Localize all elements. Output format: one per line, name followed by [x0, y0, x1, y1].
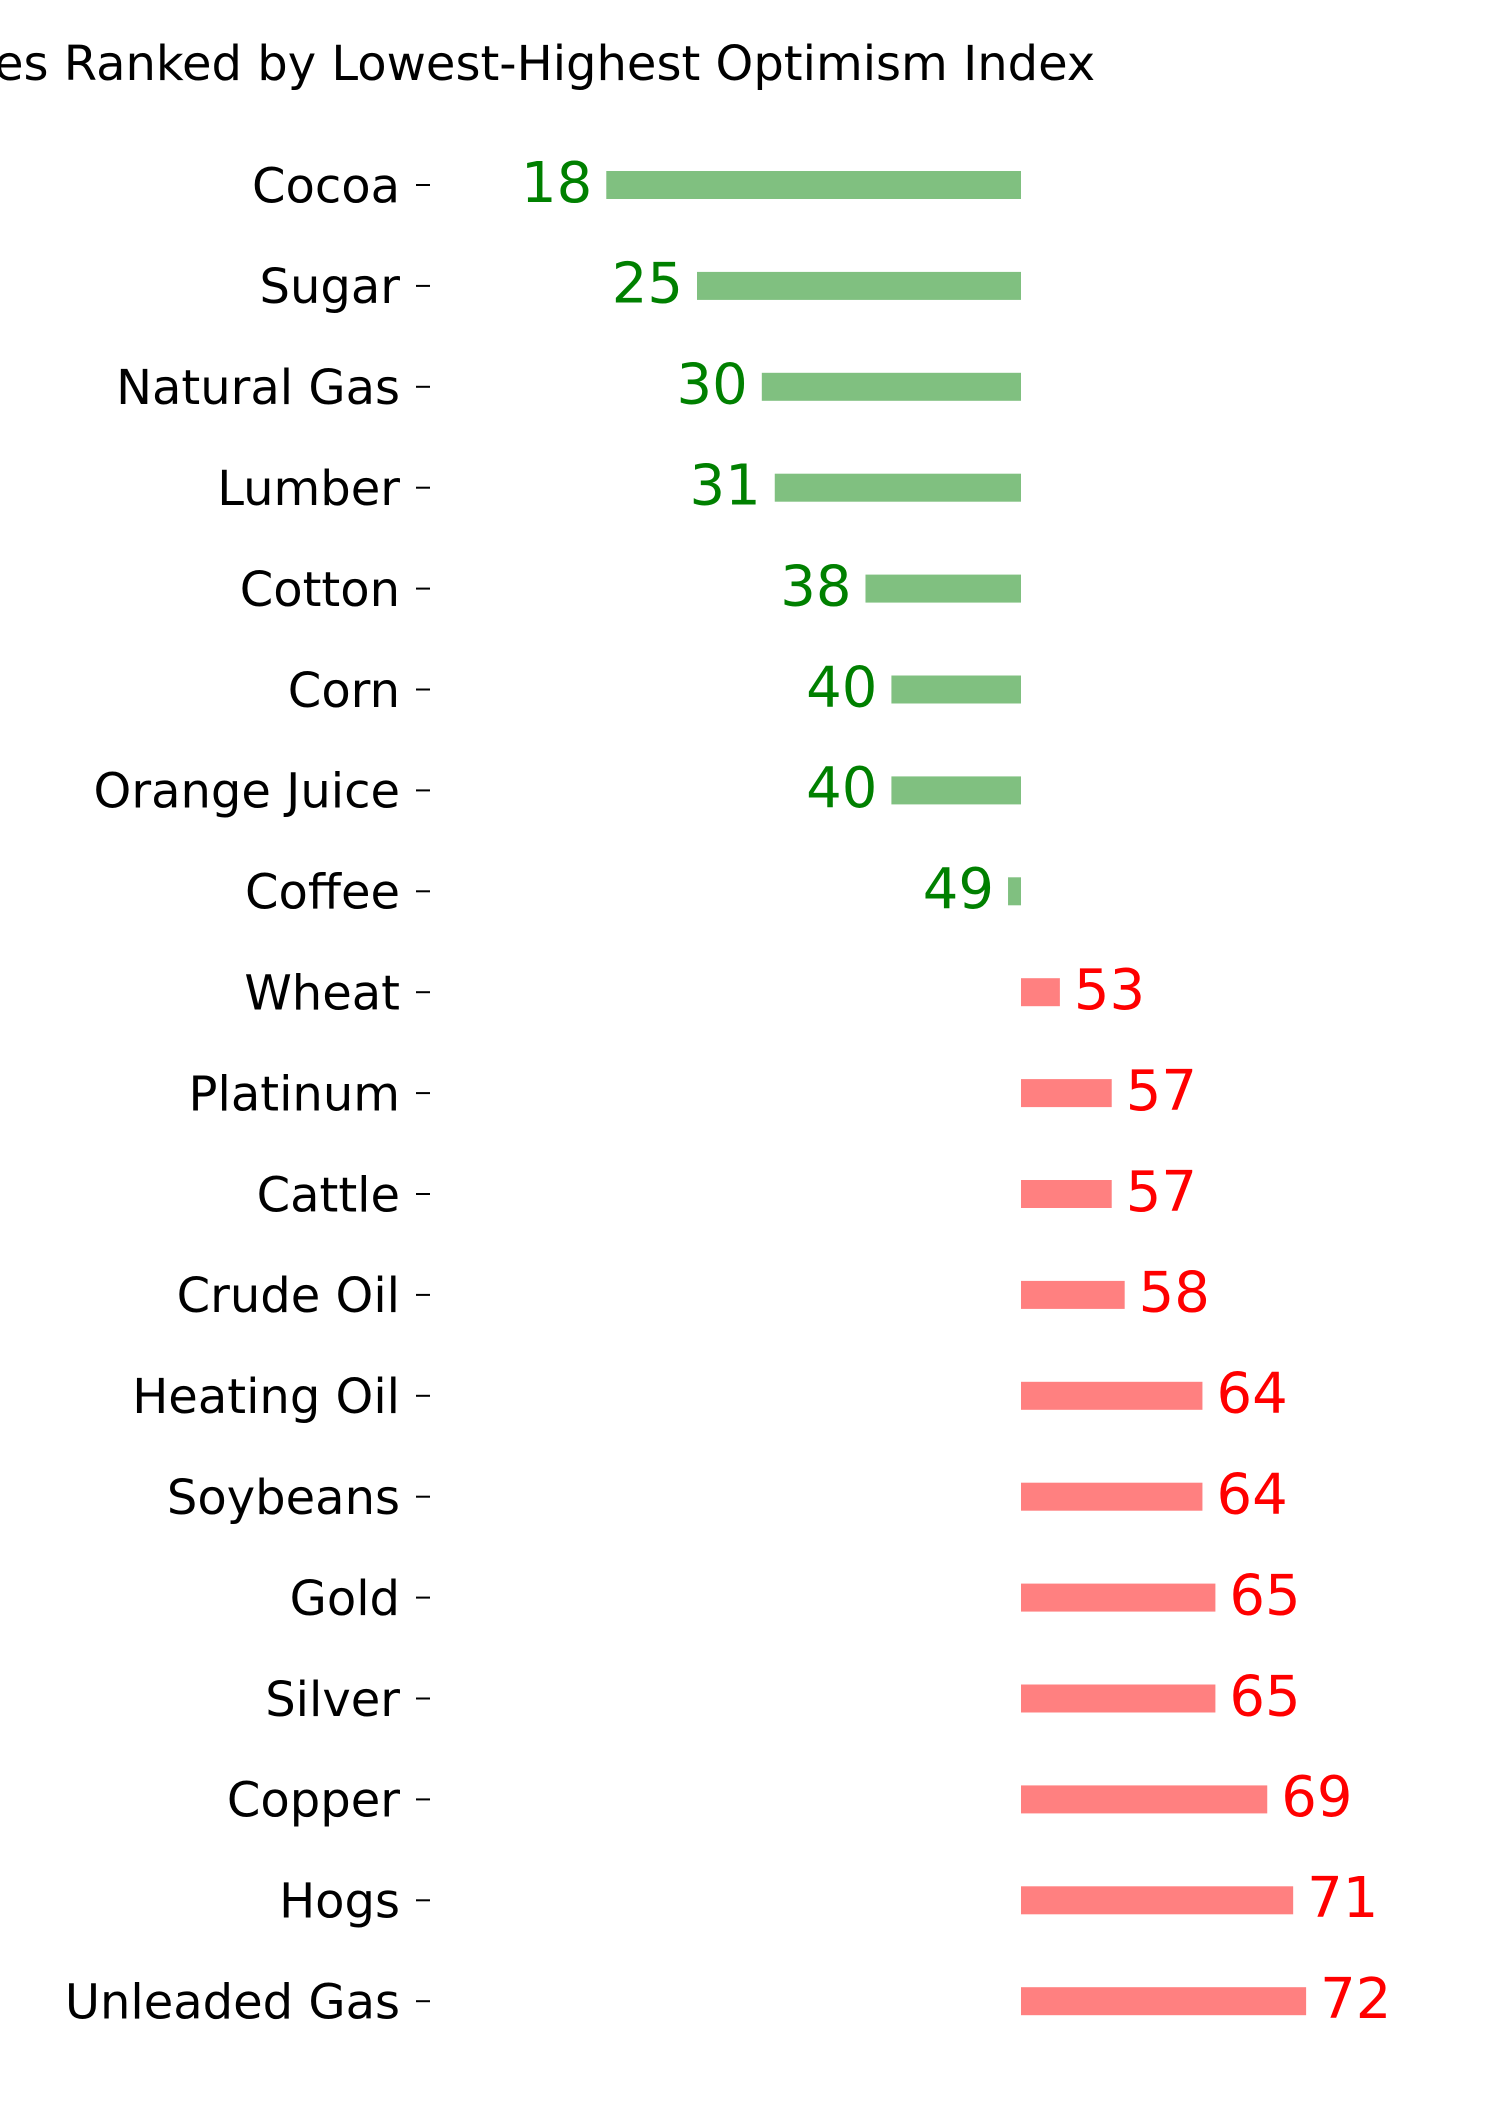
- category-axis: Cocoa Sugar Natural Gas Lumber Cotton Corn Ora…: [65, 158, 430, 2030]
- bar-silver: [1021, 1684, 1216, 1713]
- value-label-unleaded-gas: 72: [1320, 1967, 1391, 2032]
- category-label-orange-juice: Orange Juice: [94, 764, 400, 820]
- value-label-corn: 40: [806, 655, 877, 720]
- bar-wheat: [1021, 978, 1060, 1007]
- bar-orange-juice: [891, 776, 1021, 805]
- category-label-sugar: Sugar: [259, 259, 400, 315]
- category-label-coffee: Coffee: [245, 865, 400, 921]
- bar-lumber: [774, 473, 1021, 502]
- bar-copper: [1021, 1785, 1268, 1814]
- bar-unleaded-gas: [1021, 1987, 1307, 2016]
- category-label-hogs: Hogs: [279, 1874, 400, 1930]
- value-label-coffee: 49: [923, 857, 994, 922]
- value-label-sugar: 25: [612, 252, 683, 317]
- value-label-copper: 69: [1281, 1765, 1352, 1830]
- category-label-silver: Silver: [265, 1672, 400, 1728]
- category-label-cattle: Cattle: [257, 1167, 400, 1223]
- category-label-corn: Corn: [288, 663, 400, 719]
- value-label-crude-oil: 58: [1139, 1261, 1210, 1326]
- bar-cotton: [865, 574, 1021, 603]
- value-label-cotton: 38: [780, 554, 851, 619]
- category-label-cotton: Cotton: [240, 562, 400, 618]
- value-label-cattle: 57: [1126, 1160, 1197, 1225]
- category-label-wheat: Wheat: [244, 965, 400, 1021]
- value-label-natural-gas: 30: [677, 353, 748, 418]
- value-label-hogs: 71: [1307, 1866, 1378, 1931]
- chart-title: es Ranked by Lowest-Highest Optimism Ind…: [0, 36, 1095, 92]
- value-label-cocoa: 18: [521, 151, 592, 216]
- category-label-platinum: Platinum: [189, 1066, 400, 1122]
- value-label-platinum: 57: [1126, 1059, 1197, 1124]
- category-label-heating-oil: Heating Oil: [132, 1369, 400, 1425]
- bar-soybeans: [1021, 1482, 1203, 1511]
- category-label-cocoa: Cocoa: [252, 158, 400, 214]
- value-label-orange-juice: 40: [806, 756, 877, 821]
- bar-cattle: [1021, 1180, 1112, 1208]
- bar-platinum: [1021, 1079, 1112, 1108]
- bar-natural-gas: [761, 372, 1021, 401]
- value-label-gold: 65: [1229, 1563, 1300, 1628]
- bar-heating-oil: [1021, 1381, 1203, 1410]
- category-label-crude-oil: Crude Oil: [177, 1268, 400, 1324]
- bar-sugar: [697, 271, 1021, 300]
- bar-cocoa: [606, 171, 1021, 199]
- value-label-soybeans: 64: [1216, 1463, 1287, 1528]
- bar-coffee: [1008, 877, 1021, 906]
- category-label-lumber: Lumber: [217, 461, 400, 517]
- category-label-natural-gas: Natural Gas: [116, 360, 400, 416]
- value-label-heating-oil: 64: [1216, 1362, 1287, 1427]
- category-label-copper: Copper: [227, 1773, 400, 1829]
- category-label-gold: Gold: [290, 1571, 400, 1627]
- bars-layer: [606, 171, 1307, 2016]
- value-label-wheat: 53: [1074, 958, 1145, 1023]
- value-label-silver: 65: [1229, 1664, 1300, 1729]
- value-label-lumber: 31: [689, 454, 760, 519]
- category-label-soybeans: Soybeans: [167, 1470, 400, 1526]
- category-label-unleaded-gas: Unleaded Gas: [65, 1974, 400, 2030]
- bar-corn: [891, 675, 1021, 704]
- bar-crude-oil: [1021, 1280, 1125, 1309]
- bar-gold: [1021, 1583, 1216, 1612]
- bar-hogs: [1021, 1886, 1294, 1915]
